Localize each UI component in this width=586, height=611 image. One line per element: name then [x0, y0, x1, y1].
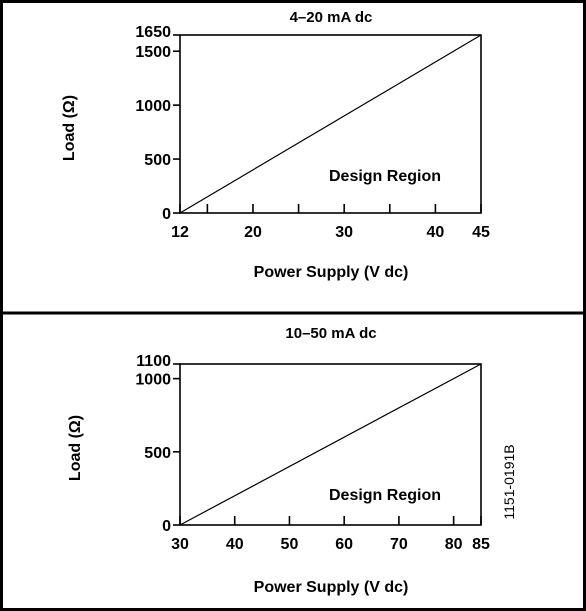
chart-panel-1: 4–20 mA dc Load (Ω) Power Supply (V dc) …	[61, 9, 490, 281]
chart-1-axes-frame	[179, 34, 482, 214]
chart-2-x-tick-label: 85	[472, 536, 490, 553]
chart-1-y-tick-label: 0	[162, 206, 171, 223]
chart-2-x-axis-title: Power Supply (V dc)	[254, 579, 409, 596]
chart-1-design-region-label: Design Region	[329, 168, 441, 185]
chart-2-y-axis-title: Load (Ω)	[67, 415, 84, 481]
chart-panel-2: 10–50 mA dc Load (Ω) Power Supply (V dc)…	[67, 325, 517, 596]
chart-2-y-tick-label: 1000	[135, 372, 171, 389]
chart-1-plot-area: 0 500 1000 1500 1650 12 20 30 40 45	[135, 24, 490, 241]
figure-id-label: 1151-0191B	[501, 444, 517, 519]
chart-2-title: 10–50 mA dc	[285, 325, 376, 342]
chart-1-load-line	[179, 34, 482, 214]
chart-1-x-tick-label: 40	[426, 224, 444, 241]
chart-2-x-tick-label: 30	[171, 536, 189, 553]
chart-2-y-tick-label: 1100	[136, 353, 171, 370]
chart-1-x-axis-title: Power Supply (V dc)	[254, 264, 409, 281]
chart-1-y-axis-title: Load (Ω)	[61, 95, 78, 161]
chart-1-y-tick-label: 500	[144, 152, 171, 169]
chart-2-y-tick-label: 0	[162, 518, 171, 535]
chart-1-x-tick-label: 30	[335, 224, 353, 241]
chart-1-title: 4–20 mA dc	[290, 9, 373, 26]
chart-2-x-tick-label: 80	[445, 536, 463, 553]
chart-2-load-line	[179, 363, 482, 526]
chart-2-x-tick-label: 50	[281, 536, 299, 553]
chart-1-y-tick-label: 1500	[135, 44, 171, 61]
chart-2-axes-frame	[179, 363, 482, 526]
chart-2-x-tick-label: 70	[390, 536, 408, 553]
chart-2-x-tick-label: 40	[226, 536, 244, 553]
chart-1-x-tick-label: 20	[244, 224, 262, 241]
chart-2-x-tick-label: 60	[335, 536, 353, 553]
chart-1-y-tick-label: 1650	[135, 24, 171, 41]
chart-1-y-tick-label: 1000	[135, 98, 171, 115]
chart-2-plot-area: 0 500 1000 1100 30 40 50 60 70 80 85	[135, 353, 490, 553]
chart-1-x-tick-label: 45	[472, 224, 490, 241]
chart-1-x-tick-label: 12	[171, 224, 189, 241]
chart-2-design-region-label: Design Region	[329, 487, 441, 504]
chart-2-y-tick-label: 500	[144, 445, 171, 462]
